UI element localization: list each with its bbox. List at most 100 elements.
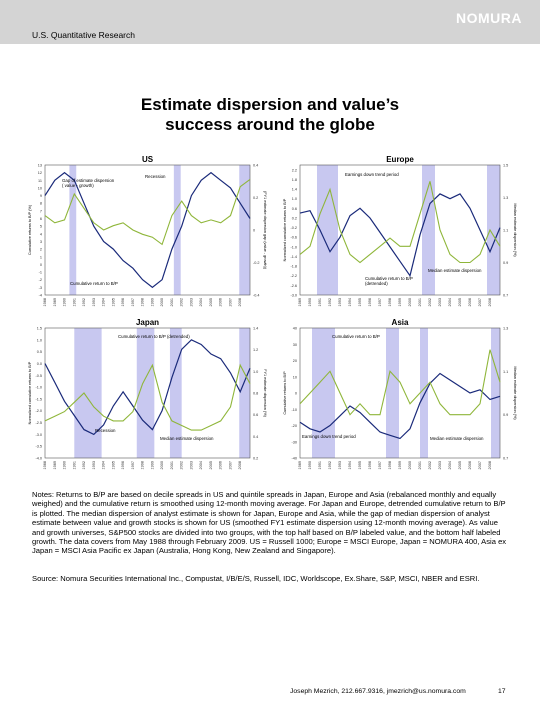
y-tick-label: 3 (40, 240, 42, 244)
y-tick-label: 1.4 (292, 188, 297, 192)
y-tick-label: -20 (292, 424, 298, 428)
y-tick-label: 12 (38, 171, 42, 175)
y-axis-label: Cumulative returns to B/P (283, 371, 287, 415)
y2-tick-label: 0.4 (253, 164, 258, 168)
y2-tick-label: 1.3 (503, 327, 508, 331)
x-tick-label: 1995 (358, 461, 362, 469)
recession-band (74, 328, 102, 458)
y-tick-label: 2.2 (292, 168, 297, 172)
page-title: Estimate dispersion and value’s success … (0, 95, 540, 135)
x-tick-label: 2000 (160, 298, 164, 306)
y-tick-label: -0.2 (290, 226, 297, 230)
x-tick-label: 2002 (428, 298, 432, 306)
annotation-label: Median estimate dispersion (160, 436, 214, 441)
x-tick-label: 2004 (199, 461, 203, 469)
annotation-label: Recession (95, 428, 116, 433)
x-tick-label: 1988 (43, 461, 47, 469)
x-tick-label: 1993 (92, 461, 96, 469)
x-tick-label: 2003 (189, 298, 193, 306)
x-tick-label: 1990 (308, 298, 312, 306)
x-tick-label: 1999 (150, 461, 154, 469)
y-tick-label: 0 (40, 263, 42, 267)
annotation-line: Cumulative return to B/P (detrended) (118, 334, 190, 339)
recession-band (386, 328, 399, 458)
series-line (44, 339, 251, 436)
y-tick-label: -1.8 (290, 265, 297, 269)
y-tick-label: -1.0 (35, 386, 42, 390)
source-text: Source: Nomura Securities International … (32, 574, 480, 583)
x-tick-label: 1993 (338, 298, 342, 306)
y2-tick-label: 0.8 (253, 392, 258, 396)
annotation-line: Earnings down trend period (302, 434, 356, 439)
x-tick-label: 1995 (111, 298, 115, 306)
recession-band (420, 328, 428, 458)
x-tick-label: 1996 (121, 298, 125, 306)
y-tick-label: 0.2 (292, 216, 297, 220)
y-tick-label: 8 (40, 202, 42, 206)
x-tick-label: 1990 (63, 461, 67, 469)
y-axis-label: Cumulative returns to B/P (%) (28, 204, 32, 255)
x-tick-label: 1994 (102, 298, 106, 306)
x-tick-label: 2003 (438, 461, 442, 469)
y2-tick-label: 0.6 (253, 413, 258, 417)
x-tick-label: 1995 (111, 461, 115, 469)
x-tick-label: 1990 (308, 461, 312, 469)
y2-axis-label: Median estimate dispersion (%) (513, 366, 517, 420)
x-tick-label: 1991 (318, 461, 322, 469)
x-tick-label: 1989 (298, 461, 302, 469)
chart-title: Europe (386, 155, 414, 164)
x-tick-label: 2007 (228, 298, 232, 306)
annotation-label: Cumulative return to B/P (detrended) (118, 334, 190, 339)
y-tick-label: -10 (292, 408, 298, 412)
series-line (299, 181, 501, 264)
x-tick-label: 2008 (238, 461, 242, 469)
series-line (299, 193, 501, 278)
annotation-label: Recession (145, 174, 166, 179)
nomura-logo: NOMURA (456, 10, 522, 26)
x-tick-label: 1998 (388, 461, 392, 469)
x-tick-label: 2007 (478, 461, 482, 469)
x-tick-label: 1997 (131, 298, 135, 306)
recession-band (136, 328, 155, 458)
charts-canvas: US-4-3-2-1012345678910111213-0.4-0.200.2… (28, 155, 517, 469)
x-tick-label: 2001 (418, 298, 422, 306)
x-tick-label: 1991 (72, 298, 76, 306)
x-tick-label: 1989 (53, 298, 57, 306)
recession-band (491, 328, 500, 458)
y2-tick-label: 1.3 (503, 196, 508, 200)
y-tick-label: -2.6 (290, 284, 297, 288)
y2-tick-label: -0.4 (253, 294, 260, 298)
annotation-label: Median estimate dispersion (428, 268, 482, 273)
y2-tick-label: 1.5 (503, 164, 508, 168)
series-line (299, 349, 501, 416)
annotation-label: Earnings down trend period (345, 172, 399, 177)
y-tick-label: 11 (38, 179, 42, 183)
x-tick-label: 2003 (438, 298, 442, 306)
y-tick-label: 2 (40, 248, 42, 252)
x-tick-label: 1993 (92, 298, 96, 306)
x-tick-label: 2001 (170, 461, 174, 469)
x-tick-label: 2005 (209, 298, 213, 306)
x-tick-label: 2002 (428, 461, 432, 469)
y-tick-label: -1.4 (290, 255, 297, 259)
y-tick-label: 20 (293, 359, 297, 363)
y-tick-label: -3.5 (35, 445, 42, 449)
x-tick-label: 1995 (358, 298, 362, 306)
x-tick-label: 2003 (189, 461, 193, 469)
x-tick-label: 2008 (488, 461, 492, 469)
x-tick-label: 1992 (82, 298, 86, 306)
annotation-label: Cumulative return to B/P (332, 334, 380, 339)
x-tick-label: 1994 (102, 461, 106, 469)
chart-title: US (142, 155, 154, 164)
y-tick-label: 1.0 (292, 197, 297, 201)
y2-tick-label: 0 (253, 229, 255, 233)
y-tick-label: 9 (40, 194, 42, 198)
recession-band (239, 165, 250, 295)
recession-band (173, 165, 181, 295)
x-tick-label: 2000 (408, 298, 412, 306)
x-tick-label: 1997 (131, 461, 135, 469)
y2-tick-label: 1.1 (503, 370, 508, 374)
y-tick-label: -1.0 (290, 245, 297, 249)
x-tick-label: 1999 (398, 461, 402, 469)
plot-frame (299, 164, 501, 296)
